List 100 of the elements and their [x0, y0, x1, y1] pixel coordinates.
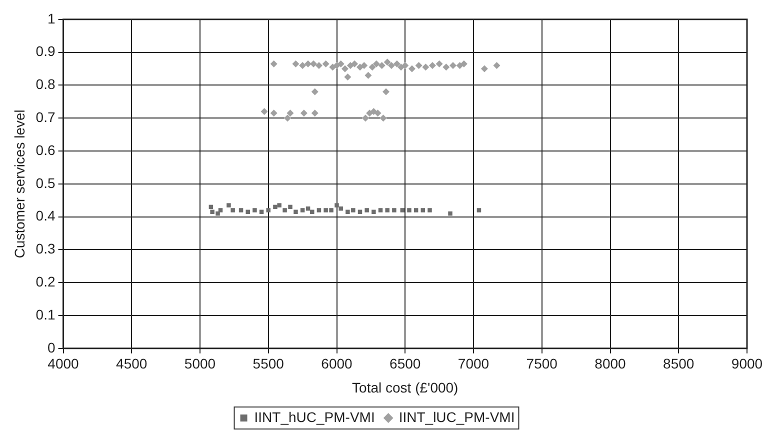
- point: [226, 203, 231, 208]
- point: [324, 208, 328, 212]
- point: [382, 88, 390, 96]
- point: [493, 62, 500, 69]
- point: [266, 208, 271, 212]
- point: [442, 64, 450, 71]
- x-tick-label: 7500: [526, 356, 558, 372]
- point: [230, 208, 235, 212]
- x-tick-label: 8000: [594, 356, 626, 372]
- point: [341, 65, 348, 72]
- point: [304, 60, 312, 68]
- point: [398, 64, 405, 71]
- y-tick-label: 0.6: [36, 142, 56, 158]
- point: [372, 60, 380, 68]
- y-tick-label: 0.7: [36, 108, 56, 125]
- point: [260, 108, 268, 116]
- point: [300, 110, 308, 117]
- point: [210, 210, 214, 214]
- point: [338, 206, 343, 211]
- y-tick-label: 0.2: [36, 273, 56, 290]
- point: [366, 110, 374, 117]
- point: [282, 208, 287, 212]
- point: [299, 62, 306, 69]
- point: [277, 203, 282, 208]
- point: [449, 62, 456, 69]
- point: [385, 208, 390, 212]
- point: [259, 210, 264, 214]
- point: [270, 60, 278, 68]
- x-tick-label: 4500: [116, 356, 148, 372]
- point: [351, 208, 356, 212]
- point: [218, 208, 223, 212]
- y-tick-label: 0.9: [36, 43, 56, 60]
- point: [476, 208, 482, 212]
- point: [372, 210, 376, 214]
- point: [402, 62, 409, 69]
- x-tick-label: 7000: [458, 356, 490, 372]
- point: [392, 208, 396, 212]
- point: [329, 208, 334, 212]
- point: [311, 88, 318, 96]
- point: [238, 208, 244, 212]
- x-axis-title: Total cost (£'000): [352, 379, 458, 396]
- point: [292, 60, 300, 68]
- y-tick-label: 0: [47, 339, 56, 356]
- point: [300, 208, 305, 212]
- point: [380, 114, 387, 122]
- point: [368, 64, 376, 71]
- point: [407, 208, 412, 212]
- point: [344, 73, 352, 80]
- x-tick-label: 5000: [184, 356, 216, 372]
- legend-label: IINT_hUC_PM-VMI: [254, 408, 375, 425]
- point: [393, 60, 400, 68]
- point: [364, 208, 369, 212]
- point: [360, 62, 368, 69]
- point: [286, 110, 294, 117]
- point: [246, 210, 250, 214]
- point: [356, 64, 364, 71]
- x-tick-label: 6000: [321, 356, 353, 372]
- point: [428, 62, 436, 69]
- point: [384, 58, 391, 66]
- legend-label: IINT_lUC_PM-VMI: [398, 408, 515, 425]
- y-tick-label: 0.5: [36, 174, 56, 191]
- point: [311, 110, 318, 117]
- x-tick-label: 6500: [390, 356, 421, 372]
- point: [334, 203, 339, 208]
- y-axis-title: Customer services level: [11, 110, 28, 258]
- point: [378, 62, 386, 69]
- point: [364, 72, 372, 79]
- y-tick-label: 0.1: [36, 306, 56, 322]
- point: [273, 204, 278, 210]
- point: [284, 114, 292, 122]
- point: [216, 211, 220, 216]
- y-tick-label: 0.3: [36, 240, 56, 257]
- point: [316, 208, 322, 212]
- point: [378, 208, 383, 212]
- point: [310, 210, 314, 214]
- point: [288, 204, 292, 210]
- point: [408, 65, 416, 72]
- point: [358, 210, 362, 214]
- point: [422, 64, 430, 71]
- point: [315, 62, 322, 69]
- point: [428, 208, 432, 212]
- point: [346, 62, 354, 69]
- point: [374, 110, 382, 117]
- point: [270, 110, 278, 117]
- point: [252, 208, 257, 212]
- x-tick-label: 8500: [663, 356, 694, 372]
- point: [337, 60, 344, 68]
- point: [362, 114, 369, 122]
- y-tick-label: 1: [47, 10, 56, 26]
- point: [333, 62, 340, 69]
- point: [448, 211, 452, 216]
- point: [420, 208, 426, 212]
- x-tick-label: 4000: [48, 356, 80, 372]
- point: [436, 60, 443, 68]
- point: [414, 208, 418, 212]
- point: [351, 60, 358, 68]
- point: [480, 65, 488, 72]
- x-tick-label: 9000: [731, 356, 763, 372]
- point: [322, 60, 330, 68]
- point: [456, 62, 464, 69]
